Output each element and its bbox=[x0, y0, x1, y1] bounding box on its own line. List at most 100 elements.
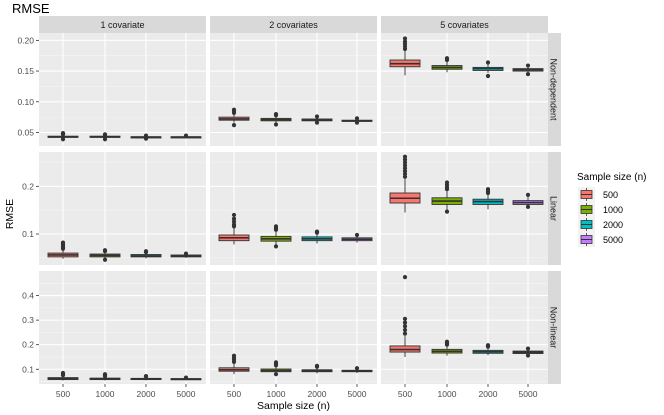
x-tick-label: 500 bbox=[227, 389, 241, 399]
x-tick-label: 2000 bbox=[479, 389, 498, 399]
y-axis-title: RMSE bbox=[4, 199, 16, 229]
panel-background bbox=[381, 152, 548, 265]
y-tick-label: 0.2 bbox=[22, 340, 34, 350]
outlier-point bbox=[143, 136, 149, 141]
outlier-point bbox=[354, 232, 360, 238]
column-strip bbox=[210, 16, 377, 33]
outlier-point bbox=[231, 107, 237, 112]
row-strip-label: Non-linear bbox=[549, 307, 559, 349]
column-strip bbox=[381, 16, 548, 33]
outlier-point bbox=[102, 248, 108, 253]
outlier-point bbox=[231, 216, 237, 221]
outlier-point bbox=[273, 244, 279, 249]
outlier-point bbox=[525, 72, 531, 77]
outlier-point bbox=[273, 360, 279, 365]
outlier-point bbox=[354, 366, 360, 371]
outlier-point bbox=[314, 363, 320, 368]
panel-background bbox=[39, 33, 206, 146]
outlier-point bbox=[402, 36, 408, 41]
outlier-point bbox=[102, 257, 108, 262]
outlier-point bbox=[60, 370, 66, 376]
panel-background bbox=[381, 33, 548, 146]
panel-background bbox=[210, 271, 377, 384]
x-tick-label: 2000 bbox=[137, 389, 156, 399]
y-tick-label: 0.2 bbox=[22, 181, 34, 191]
outlier-point bbox=[143, 133, 149, 138]
x-axis-title: Sample size (n) bbox=[257, 400, 330, 412]
outlier-point bbox=[402, 331, 408, 336]
y-tick-label: 0.05 bbox=[17, 127, 34, 137]
outlier-point bbox=[102, 372, 108, 377]
row-strip bbox=[545, 33, 561, 146]
outlier-point bbox=[231, 123, 237, 128]
outlier-point bbox=[402, 324, 408, 329]
row-strip bbox=[545, 271, 561, 384]
outlier-point bbox=[183, 375, 189, 380]
x-tick-label: 500 bbox=[398, 389, 412, 399]
outlier-point bbox=[402, 316, 408, 322]
y-tick-label: 0.1 bbox=[22, 364, 34, 374]
legend-label: 500 bbox=[603, 190, 618, 200]
panel-background bbox=[39, 152, 206, 265]
legend-title: Sample size (n) bbox=[577, 172, 646, 183]
outlier-point bbox=[231, 212, 237, 218]
outlier-point bbox=[60, 137, 66, 142]
panel-background bbox=[381, 271, 548, 384]
y-tick-label: 0.3 bbox=[22, 315, 34, 325]
x-tick-label: 500 bbox=[56, 389, 70, 399]
outlier-point bbox=[60, 240, 66, 245]
column-strip bbox=[39, 16, 206, 33]
outlier-point bbox=[354, 116, 360, 121]
outlier-point bbox=[314, 120, 320, 125]
outlier-point bbox=[402, 327, 408, 333]
outlier-point bbox=[485, 187, 491, 192]
y-tick-label: 0.1 bbox=[22, 229, 34, 239]
outlier-point bbox=[402, 275, 408, 280]
outlier-point bbox=[444, 209, 450, 214]
outlier-point bbox=[231, 353, 237, 358]
outlier-point bbox=[485, 343, 491, 348]
row-strip-label: Non-dependent bbox=[549, 58, 559, 121]
column-strip-label: 5 covariates bbox=[440, 20, 489, 30]
y-tick-label: 0.4 bbox=[22, 291, 34, 301]
outlier-point bbox=[273, 372, 279, 377]
outlier-point bbox=[143, 249, 149, 254]
outlier-point bbox=[525, 353, 531, 358]
outlier-point bbox=[183, 133, 189, 138]
y-tick-label: 0.20 bbox=[17, 35, 34, 45]
outlier-point bbox=[402, 320, 408, 325]
outlier-point bbox=[314, 114, 320, 119]
outlier-point bbox=[102, 132, 108, 137]
column-strip-label: 1 covariate bbox=[100, 20, 144, 30]
outlier-point bbox=[354, 120, 360, 125]
x-tick-label: 5000 bbox=[177, 389, 196, 399]
outlier-point bbox=[525, 192, 531, 198]
outlier-point bbox=[273, 224, 279, 229]
panel-background bbox=[39, 271, 206, 384]
panel-background bbox=[210, 152, 377, 265]
legend-label: 1000 bbox=[603, 205, 623, 215]
outlier-point bbox=[273, 111, 279, 117]
legend-label: 5000 bbox=[603, 235, 623, 245]
column-strip-label: 2 covariates bbox=[269, 20, 318, 30]
outlier-point bbox=[525, 346, 531, 351]
outlier-point bbox=[525, 204, 531, 209]
x-tick-label: 5000 bbox=[348, 389, 367, 399]
x-tick-label: 5000 bbox=[519, 389, 538, 399]
row-strip bbox=[545, 152, 561, 265]
outlier-point bbox=[444, 180, 450, 185]
x-tick-label: 1000 bbox=[96, 389, 115, 399]
chart-title: RMSE bbox=[12, 1, 50, 16]
panel-background bbox=[210, 33, 377, 146]
row-strip-label: Linear bbox=[549, 196, 559, 221]
x-tick-label: 2000 bbox=[308, 389, 327, 399]
x-tick-label: 1000 bbox=[267, 389, 286, 399]
y-tick-label: 0.10 bbox=[17, 97, 34, 107]
outlier-point bbox=[102, 137, 108, 142]
outlier-point bbox=[485, 73, 491, 79]
outlier-point bbox=[273, 122, 279, 127]
outlier-point bbox=[143, 374, 149, 379]
outlier-point bbox=[444, 56, 450, 61]
outlier-point bbox=[485, 60, 491, 65]
outlier-point bbox=[525, 63, 531, 68]
